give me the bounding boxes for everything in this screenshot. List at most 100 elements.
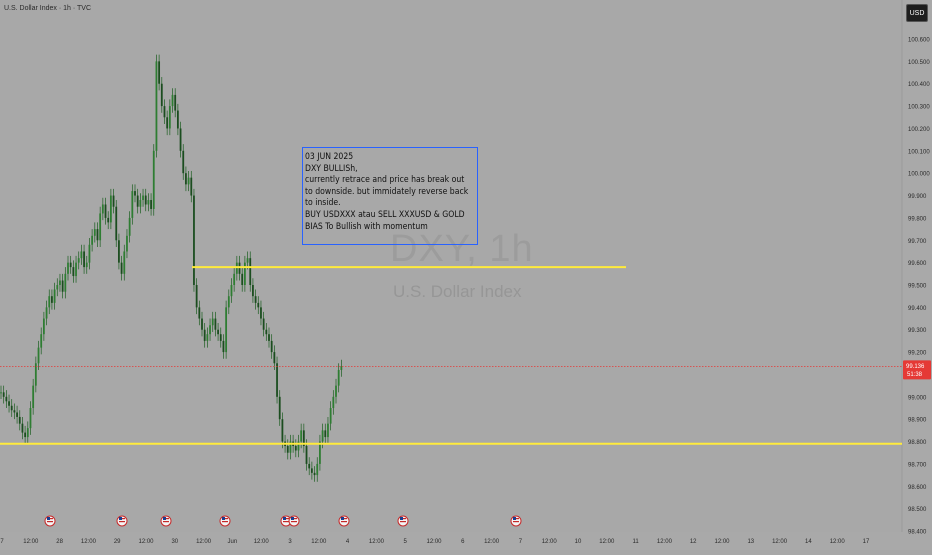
x-tick-label: 12:00 — [311, 539, 327, 545]
candle-body — [51, 296, 53, 303]
candle-body — [34, 363, 37, 386]
x-tick-label: 7 — [519, 539, 523, 545]
x-tick-label: 14 — [805, 539, 812, 545]
candle-body — [294, 446, 297, 451]
price-badge-countdown: 51:38 — [907, 372, 923, 378]
candle-body — [166, 117, 169, 129]
candle-body — [203, 329, 206, 341]
candle-body — [56, 285, 59, 290]
candle-body — [32, 385, 35, 408]
candle-body — [120, 262, 123, 274]
flag-canton — [513, 517, 516, 520]
candle-body — [101, 204, 104, 214]
candle-body — [104, 204, 107, 218]
y-tick-label: 100.300 — [908, 105, 930, 111]
y-tick-label: 100.100 — [908, 149, 930, 155]
x-tick-label: 28 — [56, 539, 63, 545]
candle-body — [238, 262, 241, 274]
candle-body — [329, 408, 332, 424]
analysis-note[interactable]: 03 JUN 2025 DXY BULLISh, currently retra… — [302, 147, 478, 245]
y-tick-label: 100.000 — [908, 172, 930, 178]
x-tick-label: 12:00 — [23, 539, 39, 545]
candle-body — [85, 262, 88, 268]
y-tick-label: 98.500 — [908, 507, 927, 513]
x-tick-label: 12:00 — [484, 539, 500, 545]
x-tick-label: 12:00 — [196, 539, 212, 545]
candle-body — [327, 423, 329, 438]
y-tick-label: 100.600 — [908, 38, 930, 44]
x-tick-label: 10 — [575, 539, 582, 545]
candle-body — [268, 334, 270, 341]
candle-body — [16, 412, 18, 417]
candle-body — [262, 318, 265, 330]
candle-body — [235, 262, 238, 274]
candle-body — [136, 195, 139, 207]
y-tick-label: 100.400 — [908, 82, 930, 88]
candle-body — [241, 273, 244, 285]
candle-body — [123, 251, 126, 274]
candle-body — [83, 251, 85, 268]
candle-body — [5, 396, 8, 402]
flag-stripe — [47, 521, 53, 523]
price-axis[interactable] — [902, 0, 932, 550]
price-badge: 99.136 51:38 — [903, 360, 931, 380]
y-tick-label: 99.000 — [908, 395, 927, 401]
candle-body — [227, 296, 230, 308]
candle-body — [302, 430, 305, 447]
candle-body — [163, 106, 166, 118]
candle-body — [222, 340, 225, 353]
candle-body — [335, 385, 337, 397]
y-tick-label: 98.900 — [908, 418, 927, 424]
candle-body — [160, 83, 163, 107]
candle-body — [45, 307, 48, 319]
candle-body — [107, 217, 110, 223]
x-tick-label: 30 — [171, 539, 178, 545]
x-tick-label: 12:00 — [657, 539, 673, 545]
y-tick-label: 98.400 — [908, 530, 927, 536]
x-tick-label: 5 — [404, 539, 408, 545]
candle-body — [72, 267, 75, 277]
candle-body — [2, 392, 5, 397]
currency-button[interactable]: USD — [906, 4, 928, 22]
symbol-title: U.S. Dollar Index · 1h · TVC — [4, 5, 92, 12]
candle-body — [115, 206, 118, 241]
y-tick-label: 99.200 — [908, 351, 927, 357]
candle-body — [270, 340, 273, 353]
candle-body — [214, 318, 217, 330]
flag-stripe — [400, 521, 406, 523]
candle-body — [131, 191, 134, 218]
x-tick-label: 12:00 — [138, 539, 154, 545]
candle-body — [40, 334, 43, 348]
candle-body — [155, 61, 158, 151]
candle-body — [80, 251, 83, 259]
candle-body — [77, 258, 80, 263]
candle-body — [179, 128, 182, 151]
candle-body — [185, 173, 187, 185]
candle-body — [139, 200, 142, 207]
candle-body — [18, 416, 21, 424]
candle-body — [190, 177, 193, 196]
price-badge-value: 99.136 — [906, 364, 925, 370]
candle-body — [217, 329, 219, 335]
candle-body — [144, 195, 147, 205]
candle-body — [219, 334, 222, 341]
candle-body — [142, 195, 144, 201]
candle-body — [276, 363, 278, 397]
candle-body — [201, 318, 203, 330]
x-tick-label: Jun — [228, 539, 238, 545]
flag-canton — [163, 517, 166, 520]
candle-body — [265, 329, 268, 335]
candle-body — [118, 240, 120, 263]
x-tick-label: 12:00 — [426, 539, 442, 545]
candle-body — [246, 258, 249, 263]
x-tick-label: 6 — [461, 539, 465, 545]
candle-body — [211, 318, 214, 326]
note-line: to downside. but immidately reverse back — [305, 186, 469, 197]
candle-body — [254, 296, 257, 303]
time-axis[interactable] — [0, 532, 902, 550]
candle-body — [313, 472, 316, 476]
y-tick-label: 99.800 — [908, 216, 927, 222]
y-tick-label: 99.400 — [908, 306, 927, 312]
